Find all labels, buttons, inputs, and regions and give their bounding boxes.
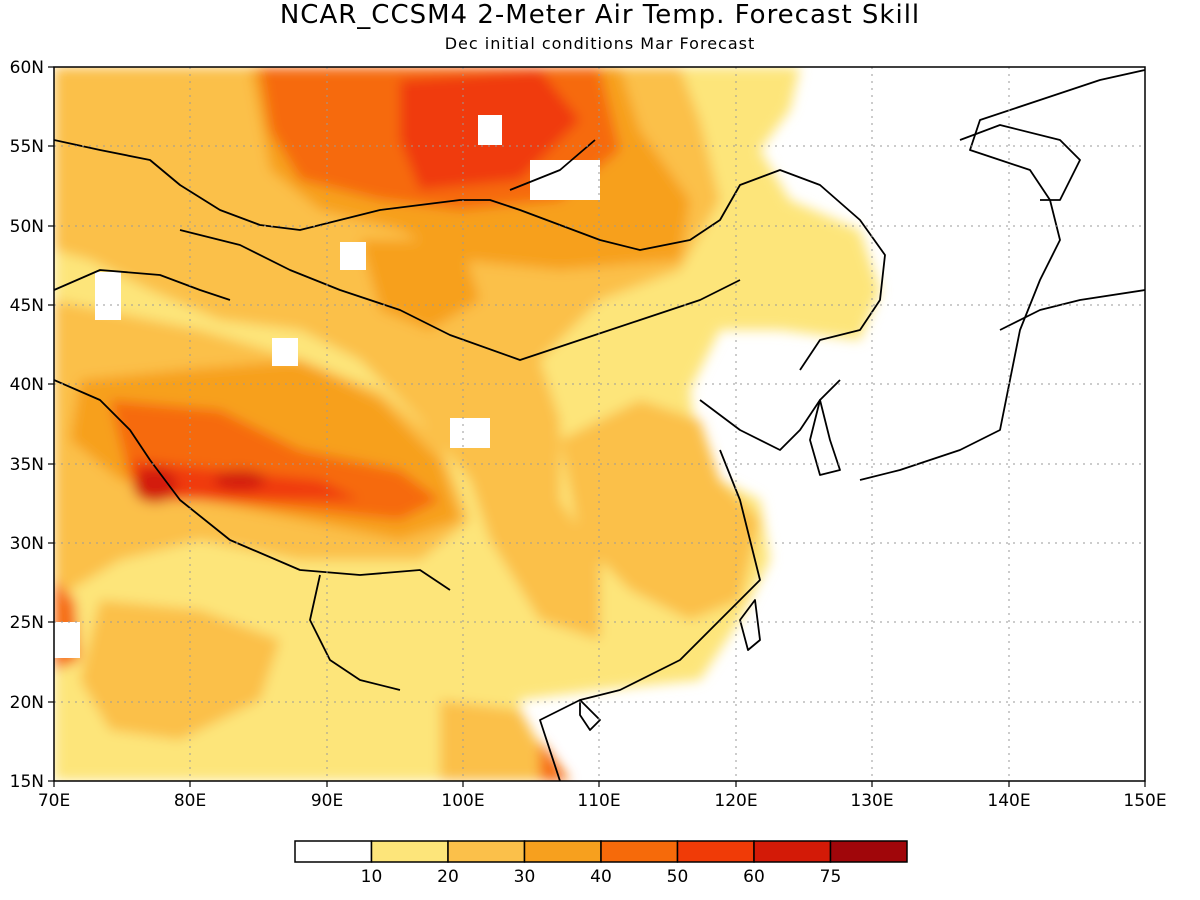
skill-shading xyxy=(54,67,1145,781)
colorbar-swatch xyxy=(294,840,373,863)
colorbar-swatch xyxy=(370,840,449,863)
grid-lines xyxy=(54,67,1145,781)
colorbar-swatch xyxy=(829,840,908,863)
lon-label: 90E xyxy=(311,791,343,811)
lat-label: 35N xyxy=(10,455,44,475)
lon-label: 140E xyxy=(987,791,1030,811)
lat-label: 25N xyxy=(10,613,44,633)
colorbar: 10 20 30 40 50 60 75 xyxy=(294,840,908,887)
lon-label: 100E xyxy=(441,791,484,811)
lon-label: 70E xyxy=(38,791,70,811)
lon-label: 80E xyxy=(174,791,206,811)
colorbar-tick-label: 40 xyxy=(590,867,612,887)
map-subtitle: Dec initial conditions Mar Forecast xyxy=(444,34,756,53)
lon-label: 120E xyxy=(714,791,757,811)
lat-label: 30N xyxy=(10,534,44,554)
colorbar-tick-label: 75 xyxy=(820,867,842,887)
map-title: NCAR_CCSM4 2-Meter Air Temp. Forecast Sk… xyxy=(279,0,921,30)
colorbar-swatch xyxy=(447,840,526,863)
axis-ticks xyxy=(48,66,1146,787)
lat-label: 60N xyxy=(10,58,44,78)
colorbar-tick-label: 50 xyxy=(667,867,689,887)
lat-label: 15N xyxy=(10,772,44,792)
lat-label: 40N xyxy=(10,375,44,395)
coastlines-borders xyxy=(54,69,1145,781)
lat-label: 55N xyxy=(10,137,44,157)
lat-label: 45N xyxy=(10,296,44,316)
colorbar-swatch xyxy=(600,840,679,863)
lon-label: 130E xyxy=(850,791,893,811)
colorbar-tick-label: 60 xyxy=(743,867,765,887)
lat-label: 50N xyxy=(10,217,44,237)
colorbar-tick-label: 10 xyxy=(361,867,383,887)
lon-label: 150E xyxy=(1123,791,1166,811)
colorbar-swatch xyxy=(676,840,755,863)
colorbar-tick-label: 30 xyxy=(514,867,536,887)
longitude-labels: 70E 80E 90E 100E 110E 120E 130E 140E 150… xyxy=(38,791,1167,811)
colorbar-tick-label: 20 xyxy=(437,867,459,887)
latitude-labels: 60N 55N 50N 45N 40N 35N 30N 25N 20N 15N xyxy=(10,58,44,792)
colorbar-swatch xyxy=(523,840,602,863)
lat-label: 20N xyxy=(10,693,44,713)
lon-label: 110E xyxy=(577,791,620,811)
colorbar-swatch xyxy=(753,840,832,863)
